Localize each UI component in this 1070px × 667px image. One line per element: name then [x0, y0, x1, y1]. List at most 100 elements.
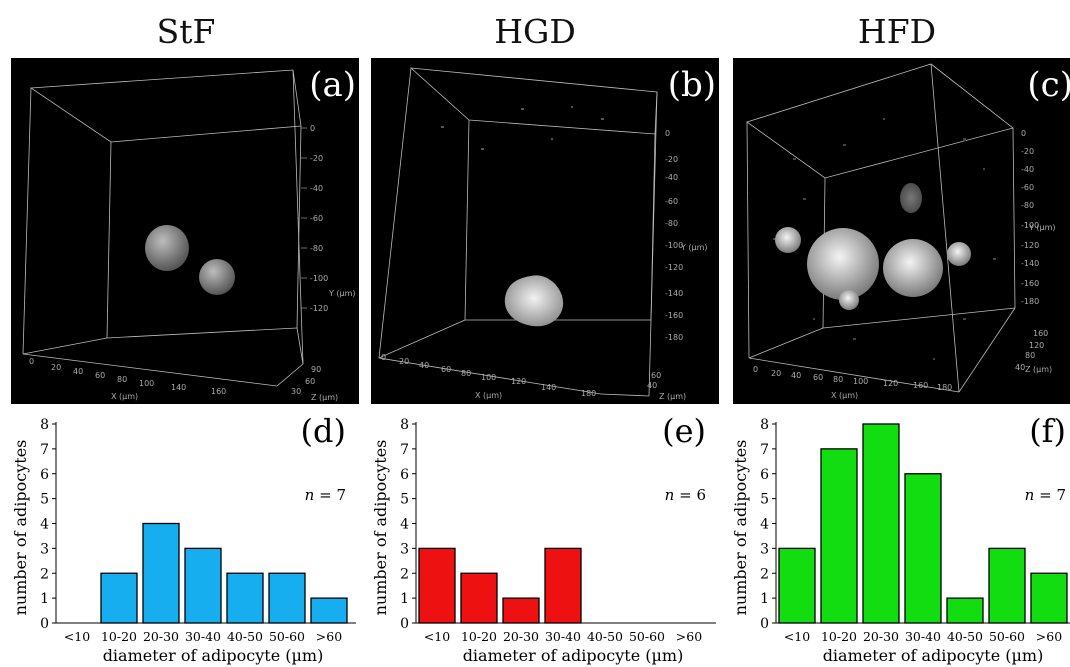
y-tick-label-d: 5	[40, 492, 49, 508]
svg-text:120: 120	[1029, 341, 1044, 350]
svg-text:0: 0	[381, 353, 386, 362]
svg-text:80: 80	[461, 369, 471, 378]
svg-text:100: 100	[481, 373, 496, 382]
y-tick-label-e: 1	[400, 591, 409, 607]
y-tick-label-f: 1	[760, 591, 769, 607]
y-tick-label-f: 5	[760, 492, 769, 508]
svg-text:40: 40	[647, 381, 657, 390]
y-axis-label-c: Y (µm)	[1028, 223, 1056, 232]
svg-text:-180: -180	[665, 333, 683, 342]
x-tick-label-f: <10	[784, 629, 810, 644]
svg-text:140: 140	[541, 383, 556, 392]
y-tick-label-d: 8	[40, 417, 49, 433]
svg-text:40: 40	[419, 361, 429, 370]
y-tick-label-f: 6	[760, 467, 769, 483]
bar-f-2	[862, 423, 900, 624]
x-axis-label-c: X (µm)	[831, 391, 858, 400]
bar-f-0	[778, 547, 816, 624]
histogram-e: 0 1 2 3 4 5 6 7 8 <10 10-20 20-30 30-40 40-50 50-60 >60…	[360, 408, 720, 667]
svg-text:-60: -60	[310, 214, 323, 223]
y-tick-label-f: 4	[760, 517, 769, 533]
svg-text:20: 20	[51, 363, 61, 372]
column-title-stf: StF	[156, 12, 216, 51]
y-tick-label-e: 0	[400, 616, 409, 632]
bar-e-0	[418, 547, 456, 624]
y-tick-label-f: 2	[760, 566, 769, 582]
svg-text:180: 180	[581, 389, 596, 398]
z-axis-label-a: Z (µm)	[311, 393, 338, 402]
bar-e-3	[544, 547, 582, 624]
image-label-b: (b)	[668, 65, 716, 105]
svg-text:-40: -40	[665, 173, 678, 182]
y-tick-label-e: 6	[400, 467, 409, 483]
x-axis-label-d: diameter of adipocyte (µm)	[103, 646, 324, 665]
svg-text:0: 0	[665, 129, 670, 138]
z-axis-label-c: Z (µm)	[1025, 365, 1052, 374]
bar-f-4	[946, 597, 984, 624]
svg-text:120: 120	[883, 379, 898, 388]
panel-label-f: (f)	[1029, 412, 1066, 450]
x-tick-label-d: 40-50	[227, 629, 263, 644]
x-tick-label-d: >60	[316, 629, 342, 644]
bar-e-2	[502, 597, 540, 624]
y-tick-label-e: 3	[400, 541, 409, 557]
svg-text:40: 40	[1015, 363, 1025, 372]
x-tick-label-f: 20-30	[863, 629, 899, 644]
x-axis-label-a: X (µm)	[111, 392, 138, 401]
y-tick-label-f: 3	[760, 541, 769, 557]
svg-text:-140: -140	[665, 289, 683, 298]
bar-f-1	[820, 448, 858, 624]
y-tick-label-f: 7	[760, 442, 769, 458]
svg-text:-80: -80	[1021, 201, 1034, 210]
y-tick-label-e: 5	[400, 492, 409, 508]
bar-d-6	[310, 597, 348, 624]
svg-text:-120: -120	[310, 304, 328, 313]
y-tick-label-e: 4	[400, 517, 409, 533]
n-annotation-e: n = 6	[665, 486, 706, 504]
y-axis-label-e: number of adipocytes	[371, 440, 390, 616]
svg-text:60: 60	[95, 371, 105, 380]
y-tick-label-e: 2	[400, 566, 409, 582]
x-tick-label-e: 50-60	[629, 629, 665, 644]
svg-text:0: 0	[29, 357, 34, 366]
bar-d-3	[184, 547, 222, 624]
image-label-a: (a)	[309, 65, 356, 105]
x-tick-label-e: 20-30	[503, 629, 539, 644]
y-tick-label-d: 7	[40, 442, 49, 458]
svg-text:-40: -40	[310, 184, 323, 193]
y-tick-label-e: 8	[400, 417, 409, 433]
y-tick-label-d: 3	[40, 541, 49, 557]
svg-text:40: 40	[791, 371, 801, 380]
svg-text:60: 60	[305, 377, 315, 386]
svg-text:-120: -120	[665, 263, 683, 272]
bar-f-6	[1030, 572, 1068, 624]
x-tick-label-d: 50-60	[269, 629, 305, 644]
bar-d-1	[100, 572, 138, 624]
svg-text:-120: -120	[1021, 241, 1039, 250]
svg-text:60: 60	[813, 373, 823, 382]
svg-text:40: 40	[73, 367, 83, 376]
svg-text:-20: -20	[1021, 147, 1034, 156]
y-tick-label-d: 1	[40, 591, 49, 607]
svg-text:30: 30	[291, 387, 301, 396]
y-tick-label-f: 0	[760, 616, 769, 632]
svg-text:180: 180	[937, 383, 952, 392]
svg-text:-20: -20	[310, 154, 323, 163]
svg-text:160: 160	[211, 387, 226, 396]
svg-text:140: 140	[171, 383, 186, 392]
svg-text:100: 100	[139, 379, 154, 388]
bar-d-4	[226, 572, 264, 624]
svg-text:-100: -100	[310, 274, 328, 283]
x-tick-label-d: 30-40	[185, 629, 221, 644]
svg-text:80: 80	[117, 375, 127, 384]
x-tick-label-d: <10	[64, 629, 90, 644]
svg-text:20: 20	[399, 357, 409, 366]
n-annotation-f: n = 7	[1025, 486, 1066, 504]
svg-text:160: 160	[913, 381, 928, 390]
svg-text:60: 60	[441, 365, 451, 374]
svg-text:120: 120	[511, 377, 526, 386]
bar-d-5	[268, 572, 306, 624]
image-label-c: (c)	[1027, 65, 1070, 105]
x-tick-label-f: 10-20	[821, 629, 857, 644]
svg-text:-40: -40	[1021, 165, 1034, 174]
